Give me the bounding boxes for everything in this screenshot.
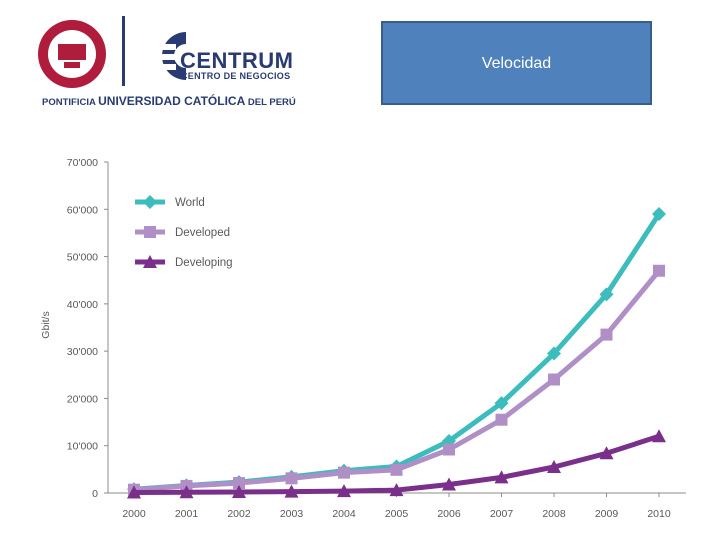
university-prefix: PONTIFICIA [42, 97, 96, 108]
seal-ship-icon [58, 44, 86, 60]
university-name: PONTIFICIA UNIVERSIDAD CATÓLICA DEL PERÚ [42, 94, 296, 108]
data-point-developing [232, 485, 246, 499]
x-tick-label: 2004 [332, 508, 356, 520]
data-point-developed [600, 328, 613, 341]
y-tick-label: 10'000 [67, 441, 98, 453]
legend-label: World [175, 197, 205, 209]
centrum-mark-stripe [154, 44, 176, 50]
y-tick-label: 20'000 [67, 393, 98, 405]
x-tick-label: 2010 [647, 508, 671, 520]
data-point-developed [443, 443, 455, 456]
data-point-developing [652, 429, 666, 443]
pucp-seal-logo [38, 16, 186, 88]
x-tick-label: 2006 [437, 508, 461, 520]
legend-marker [144, 226, 156, 238]
legend-marker [143, 255, 157, 268]
legend-item-world: World [135, 195, 205, 209]
logo-divider [122, 16, 125, 86]
x-tick-label: 2005 [385, 508, 409, 520]
data-point-developing [337, 484, 351, 498]
series-line-world [133, 212, 662, 492]
seal-banner-icon [64, 62, 80, 68]
legend-label: Developing [175, 257, 233, 269]
data-point-world [599, 287, 614, 302]
data-point-developed [338, 466, 350, 479]
x-tick-label: 2003 [280, 508, 304, 520]
data-point-developing [442, 477, 456, 491]
x-tick-label: 2002 [227, 508, 251, 520]
brand-subtitle: CENTRO DE NEGOCIOS [181, 71, 291, 81]
y-axis-label: Gbit/s [40, 311, 52, 338]
series-line-developed [133, 269, 661, 493]
slide-title: Velocidad [481, 55, 552, 72]
data-point-developing [599, 446, 614, 460]
centrum-mark-stripe [154, 54, 180, 60]
data-point-developed [285, 472, 298, 485]
data-point-world [494, 396, 509, 411]
y-tick-label: 0 [92, 488, 98, 500]
x-tick-label: 2000 [122, 508, 146, 520]
data-point-developed [495, 413, 508, 426]
y-tick-label: 50'000 [67, 252, 98, 264]
y-tick-label: 60'000 [67, 204, 98, 216]
university-main: UNIVERSIDAD CATÓLICA [98, 94, 246, 108]
x-tick-label: 2007 [490, 508, 514, 520]
data-point-developing [179, 485, 194, 499]
legend-label: Developed [175, 227, 230, 239]
slide-title-box: Velocidad [381, 21, 652, 105]
centrum-mark-stripe [154, 64, 176, 70]
brand-name: CENTRUM [180, 48, 294, 73]
chart-series [127, 207, 666, 499]
data-point-world [547, 346, 561, 361]
data-point-developed [653, 264, 665, 277]
y-tick-label: 70'000 [67, 157, 98, 169]
data-point-developing [389, 483, 404, 497]
series-developing [127, 429, 666, 499]
legend-item-developed: Developed [135, 226, 230, 239]
chart-legend: World Developed Developing [135, 195, 233, 269]
x-tick-label: 2008 [542, 508, 566, 520]
y-tick-label: 40'000 [67, 299, 98, 311]
data-point-developing [547, 459, 561, 473]
data-point-developed [390, 463, 403, 476]
data-point-developing [494, 470, 509, 484]
chart-axes: 0 10'000 20'000 30'000 40'000 50'000 60'000 70'… [67, 157, 686, 520]
data-point-world [652, 207, 666, 222]
y-tick-label: 30'000 [67, 346, 98, 358]
logo-area [36, 10, 292, 112]
data-point-developing [127, 485, 141, 499]
series-developed [128, 264, 665, 496]
x-tick-label: 2001 [175, 508, 199, 520]
x-tick-label: 2009 [595, 508, 619, 520]
legend-marker [143, 195, 157, 209]
university-suffix: DEL PERÚ [247, 97, 296, 108]
data-point-developed [548, 373, 560, 386]
data-point-developed [233, 477, 245, 490]
data-point-developing [284, 484, 299, 498]
legend-item-developing: Developing [135, 255, 233, 269]
